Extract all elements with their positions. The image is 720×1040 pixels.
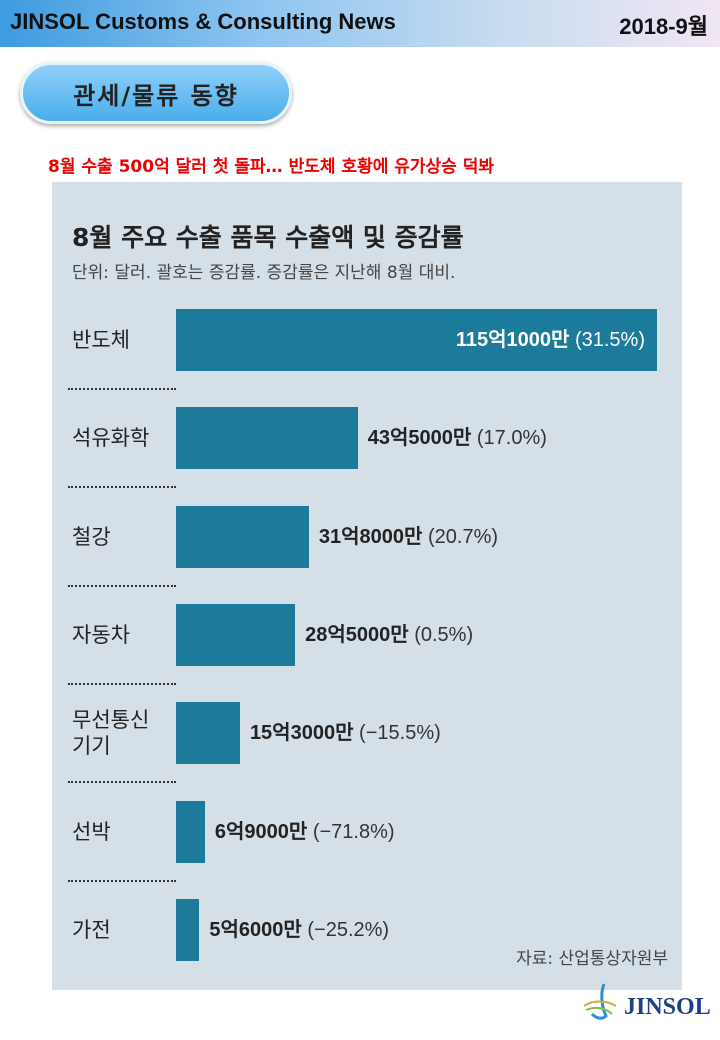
bar	[176, 898, 200, 961]
category-label: 무선통신 기기	[72, 708, 150, 759]
category-label: 자동차	[72, 622, 130, 647]
svg-text:JINSOL: JINSOL	[624, 994, 711, 1020]
amount-label: 15억3000만	[249, 722, 354, 745]
change-label: (17.0%)	[476, 427, 547, 450]
category-label: 선박	[72, 819, 111, 844]
value-label: 28억5000만 (0.5%)	[305, 604, 473, 666]
header-bar: JINSOL Customs & Consulting News 2018-9월	[0, 0, 720, 47]
row-divider	[68, 388, 176, 390]
category-label: 철강	[72, 524, 111, 549]
bar	[176, 800, 205, 863]
change-label: (20.7%)	[428, 525, 499, 548]
change-label: (−71.8%)	[312, 820, 395, 843]
category-label: 가전	[72, 917, 111, 942]
chart-title: 8월 주요 수출 품목 수출액 및 증감률	[72, 223, 464, 252]
change-label: (0.5%)	[414, 623, 474, 646]
value-label: 43억5000만 (17.0%)	[368, 407, 547, 469]
row-divider	[68, 682, 176, 685]
newsletter-title: JINSOL Customs & Consulting News	[10, 9, 396, 34]
change-label: (−25.2%)	[307, 918, 390, 941]
change-label: (−15.5%)	[359, 722, 441, 745]
bar	[176, 702, 240, 765]
jinsol-logo: JINSOL	[583, 983, 711, 1020]
category-label: 석유화학	[72, 426, 150, 451]
bar	[176, 505, 309, 568]
bar	[176, 603, 296, 666]
amount-label: 5억6000만	[209, 918, 302, 941]
issue-date: 2018-9월	[619, 14, 708, 39]
row-divider	[68, 781, 176, 784]
bar	[176, 407, 358, 470]
amount-label: 6억9000만	[214, 820, 308, 843]
value-label: 15억3000만 (−15.5%)	[250, 702, 441, 764]
row-divider	[68, 486, 176, 489]
value-label: 115억1000만 (31.5%)	[456, 309, 645, 371]
change-label: (31.5%)	[574, 329, 645, 351]
row-divider	[68, 584, 176, 587]
chart-source: 자료: 산업통상자원부	[516, 949, 668, 969]
category-label: 반도체	[72, 328, 130, 352]
value-label: 6억9000만 (−71.8%)	[215, 801, 395, 863]
section-badge: 관세/물류 동향	[20, 62, 292, 124]
headline: 8월 수출 500억 달러 첫 돌파… 반도체 호황에 유가상승 덕봐	[48, 157, 495, 177]
value-label: 5억6000만 (−25.2%)	[209, 899, 389, 961]
amount-label: 28억5000만	[305, 623, 409, 646]
amount-label: 31억8000만	[318, 525, 423, 548]
value-label: 31억8000만 (20.7%)	[319, 506, 498, 568]
row-divider	[68, 879, 176, 882]
bar	[176, 309, 657, 371]
chart-panel: 8월 주요 수출 품목 수출액 및 증감률 단위: 달러. 괄호는 증감률. 증…	[52, 182, 682, 990]
amount-label: 43억5000만	[367, 427, 472, 450]
amount-label: 115억1000만	[455, 329, 570, 351]
chart-subtitle: 단위: 달러. 괄호는 증감률. 증감률은 지난해 8월 대비.	[72, 263, 456, 283]
